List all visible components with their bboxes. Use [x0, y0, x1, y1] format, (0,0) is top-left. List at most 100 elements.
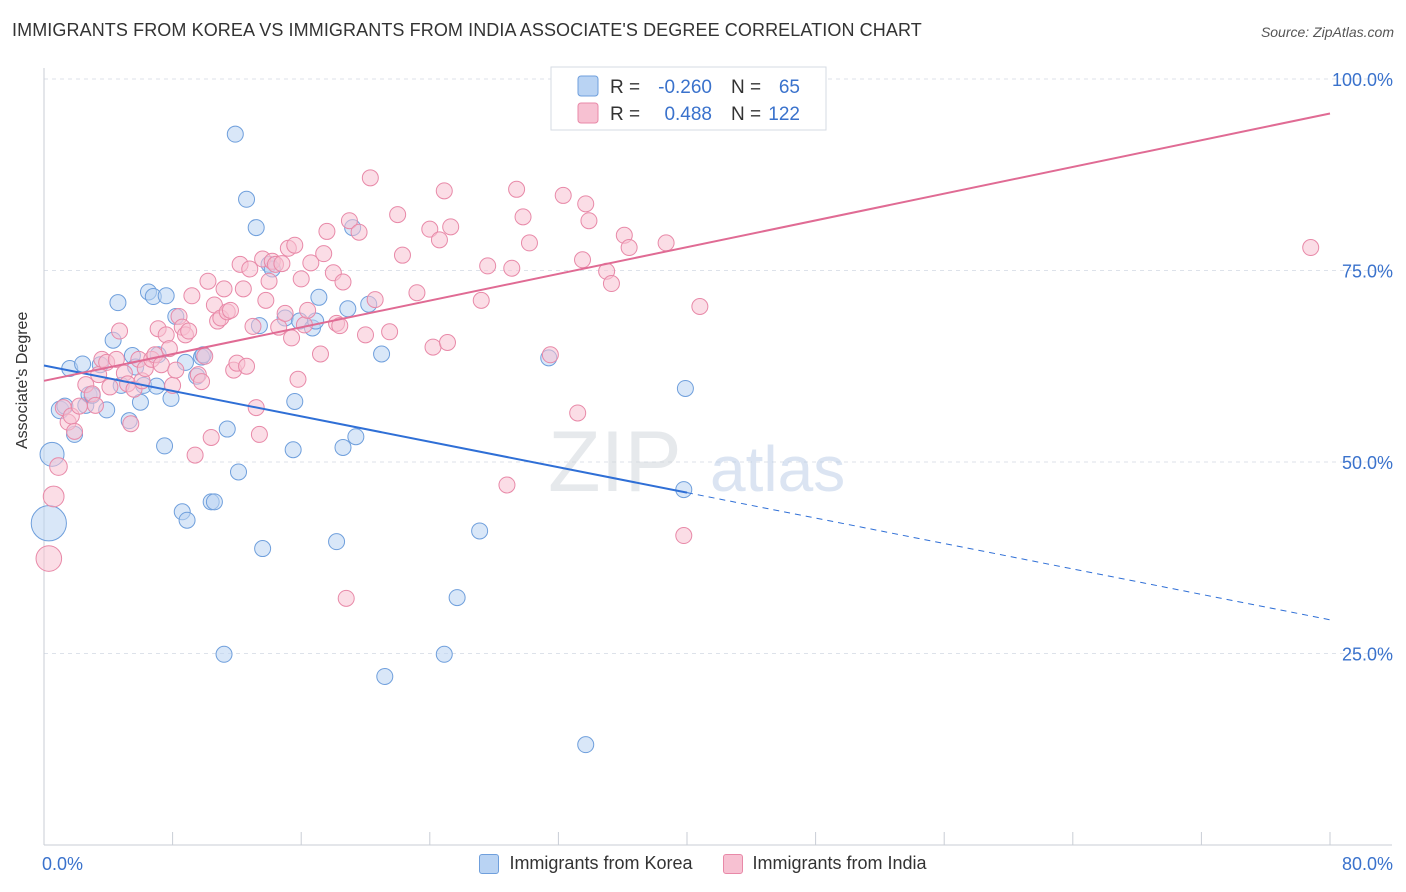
korea-point — [178, 511, 196, 529]
india-point — [70, 397, 88, 415]
india-point — [196, 347, 214, 365]
watermark-zip: ZIP — [548, 414, 682, 510]
india-point — [180, 322, 198, 340]
india-point — [554, 186, 572, 204]
legend-india-n-value: 122 — [768, 104, 800, 125]
india-point — [86, 396, 104, 414]
india-point — [438, 334, 456, 352]
india-point — [472, 291, 490, 309]
korea-point — [448, 589, 466, 607]
trend-lines — [43, 112, 1331, 621]
india-point — [389, 206, 407, 224]
india-point — [1302, 239, 1320, 257]
source-label: Source: ZipAtlas.com — [1260, 24, 1394, 40]
india-point — [602, 275, 620, 293]
y-tick-labels: 25.0% 50.0% 75.0% 100.0% — [1332, 70, 1393, 665]
india-point — [675, 527, 693, 545]
korea-point — [238, 190, 256, 208]
korea-point — [339, 300, 357, 318]
india-point — [569, 404, 587, 422]
india-point — [122, 415, 140, 433]
india-point — [430, 231, 448, 249]
korea-trend-line — [43, 364, 688, 494]
india-point — [101, 378, 119, 396]
korea-point — [109, 294, 127, 312]
india-point — [244, 317, 262, 335]
india-point — [257, 291, 275, 309]
korea-point — [310, 288, 328, 306]
legend-india-label: Immigrants from India — [752, 853, 927, 873]
india-point — [250, 425, 268, 443]
legend-korea-color-swatch — [479, 853, 500, 874]
india-point — [160, 340, 178, 358]
legend-india-r-value: 0.488 — [664, 104, 712, 125]
india-point — [276, 304, 294, 322]
india-point — [366, 291, 384, 309]
india-point — [691, 298, 709, 316]
india-point — [620, 239, 638, 257]
india-point — [238, 357, 256, 375]
india-point — [167, 361, 185, 379]
india-trend-line — [43, 112, 1331, 382]
india-point — [580, 212, 598, 230]
india-point — [442, 218, 460, 236]
india-point — [381, 323, 399, 341]
india-point — [408, 284, 426, 302]
korea-point — [74, 355, 92, 373]
india-point — [424, 338, 442, 356]
india-point — [315, 245, 333, 263]
india-point — [186, 446, 204, 464]
india-point — [541, 346, 559, 364]
korea-trend-extension — [686, 492, 1331, 621]
korea-point — [284, 441, 302, 459]
india-point — [361, 169, 379, 187]
y-tick-label: 25.0% — [1342, 645, 1393, 665]
india-point — [289, 370, 307, 388]
korea-point — [347, 428, 365, 446]
india-point — [393, 246, 411, 264]
india-point — [318, 222, 336, 240]
india-point — [42, 485, 65, 508]
india-point — [479, 257, 497, 275]
india-point — [286, 236, 304, 254]
india-point — [107, 350, 125, 368]
korea-point — [218, 420, 236, 438]
korea-point — [471, 522, 489, 540]
korea-point — [373, 345, 391, 363]
korea-point — [675, 481, 693, 499]
korea-point — [334, 438, 352, 456]
india-point — [520, 234, 538, 252]
korea-point — [435, 645, 453, 663]
india-point — [421, 220, 439, 238]
india-point — [357, 326, 374, 344]
watermark: ZIP atlas — [548, 414, 845, 510]
korea-point — [286, 392, 304, 410]
india-point — [193, 373, 211, 391]
india-point — [514, 208, 532, 226]
india-point — [111, 322, 129, 340]
chart-title: IMMIGRANTS FROM KOREA VS IMMIGRANTS FROM… — [12, 20, 922, 40]
india-point — [334, 273, 352, 291]
korea-point — [226, 125, 244, 143]
bottom-legend: Immigrants from Korea Immigrants from In… — [0, 853, 1406, 874]
india-point — [273, 255, 291, 273]
india-point — [311, 345, 329, 363]
korea-point — [676, 379, 694, 397]
korea-point — [156, 437, 174, 455]
y-tick-label: 75.0% — [1342, 262, 1393, 282]
india-point — [657, 234, 675, 252]
legend-box: R = -0.260 N = 65 R = 0.488 N = 122 — [550, 66, 827, 131]
india-point — [331, 317, 349, 335]
legend-india-n-label: N = — [731, 104, 761, 125]
korea-point — [247, 219, 265, 237]
india-point — [503, 259, 521, 277]
legend-item-india[interactable]: Immigrants from India — [722, 853, 927, 874]
legend-india-color-swatch — [722, 853, 743, 874]
x-tick-labels: 0.0% 80.0% — [42, 854, 1393, 874]
legend-korea-n-value: 65 — [779, 77, 800, 98]
korea-point — [328, 533, 346, 551]
india-point — [498, 476, 516, 494]
legend-item-korea[interactable]: Immigrants from Korea — [479, 853, 693, 874]
india-point — [292, 270, 310, 288]
